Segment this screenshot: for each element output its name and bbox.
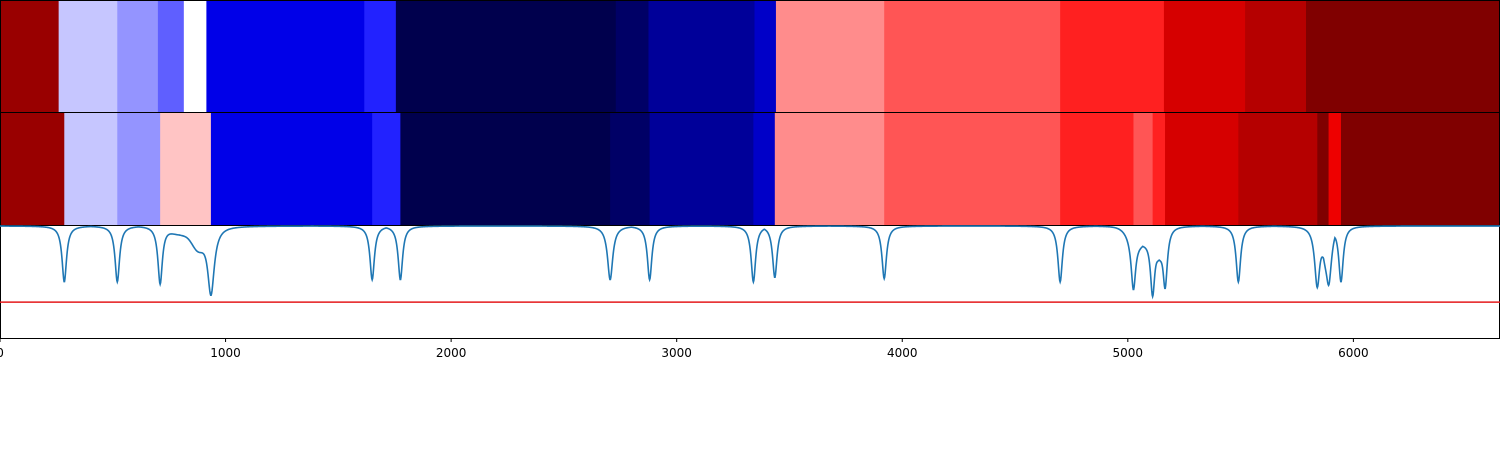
heatmap-cell xyxy=(615,1,650,112)
signal-frame xyxy=(0,225,1500,339)
heatmap-cell xyxy=(774,113,885,225)
heatmap-cell xyxy=(610,113,651,225)
heatmap-cell xyxy=(649,113,754,225)
heatmap-cell xyxy=(160,113,212,225)
heatmap-cell xyxy=(395,1,617,112)
heatmap-cell xyxy=(1060,1,1165,112)
heatmap-cell xyxy=(58,1,118,112)
heatmap-cell xyxy=(210,113,373,225)
heatmap-cell xyxy=(1152,113,1166,225)
heatmap-cell xyxy=(648,1,756,112)
heatmap-cell xyxy=(117,1,159,112)
heatmap-cell xyxy=(753,113,776,225)
x-tick-label: 1000 xyxy=(210,346,241,360)
x-tick-label: 4000 xyxy=(887,346,918,360)
x-tick-label: 0 xyxy=(0,346,4,360)
heatmap-cell xyxy=(884,113,1061,225)
heatmap-cell xyxy=(1328,113,1342,225)
heatmap-cell xyxy=(183,1,207,112)
heatmap-cell xyxy=(1245,1,1307,112)
heatmap-cell xyxy=(1317,113,1330,225)
heatmap-cell xyxy=(117,113,161,225)
heatmap-cell xyxy=(754,1,777,112)
x-tick-label: 6000 xyxy=(1338,346,1369,360)
heatmap-cell xyxy=(400,113,611,225)
heatmap-cell xyxy=(64,113,118,225)
x-axis: 0 1000 2000 3000 4000 5000 6000 xyxy=(0,338,1369,360)
heatmap-cell xyxy=(1306,1,1500,112)
heatmap-row-2 xyxy=(0,112,1500,226)
heatmap-cell xyxy=(372,113,401,225)
heatmap-cell xyxy=(775,1,885,112)
heatmap-cell xyxy=(0,1,60,112)
signal-panel xyxy=(0,225,1500,339)
heatmap-cell xyxy=(1340,113,1500,225)
heatmap-cell xyxy=(1238,113,1318,225)
signal-line xyxy=(0,225,1500,300)
heatmap-cell xyxy=(1165,113,1239,225)
x-tick-label: 5000 xyxy=(1113,346,1144,360)
heatmap-cell xyxy=(1060,113,1135,225)
heatmap-cell xyxy=(364,1,397,112)
heatmap-cell xyxy=(1133,113,1154,225)
heatmap-cell xyxy=(157,1,185,112)
heatmap-cell xyxy=(0,113,65,225)
x-tick-label: 2000 xyxy=(436,346,467,360)
heatmap-cell xyxy=(884,1,1061,112)
x-tick-label: 3000 xyxy=(661,346,692,360)
heatmap-cell xyxy=(1163,1,1246,112)
heatmap-row-1 xyxy=(0,0,1500,113)
heatmap-cell xyxy=(206,1,365,112)
